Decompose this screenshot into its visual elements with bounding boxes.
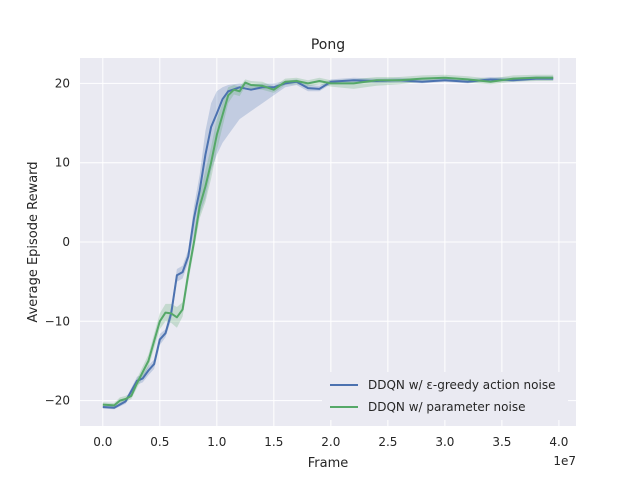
x-tick-label: 2.0 (321, 435, 340, 449)
x-offset-label: 1e7 (553, 454, 576, 468)
y-tick-label: −20 (45, 394, 70, 408)
y-tick-label: 20 (55, 76, 70, 90)
x-tick-label: 0.5 (150, 435, 169, 449)
x-tick-label: 3.0 (435, 435, 454, 449)
y-tick-label: −10 (45, 314, 70, 328)
grid (80, 58, 576, 426)
y-tick-labels: −20 −10 0 10 20 (45, 76, 70, 407)
y-axis-label: Average Episode Reward (26, 161, 41, 322)
x-tick-label: 2.5 (378, 435, 397, 449)
x-axis-label: Frame (308, 456, 349, 471)
series-lines (102, 76, 554, 409)
x-tick-label: 0.0 (93, 435, 112, 449)
y-tick-label: 0 (62, 235, 70, 249)
chart-title: Pong (311, 37, 345, 53)
y-tick-label: 10 (55, 156, 70, 170)
legend-label-action-noise: DDQN w/ ε-greedy action noise (368, 378, 555, 392)
x-tick-label: 4.0 (549, 435, 568, 449)
legend-box (322, 372, 568, 420)
legend: DDQN w/ ε-greedy action noise DDQN w/ pa… (322, 372, 568, 420)
x-tick-labels: 0.0 0.5 1.0 1.5 2.0 2.5 3.0 3.5 4.0 (93, 435, 568, 449)
series-line-1 (102, 76, 554, 407)
x-tick-label: 1.0 (207, 435, 226, 449)
x-tick-label: 1.5 (264, 435, 283, 449)
legend-label-parameter-noise: DDQN w/ parameter noise (368, 400, 525, 414)
confidence-bands (102, 74, 554, 410)
x-tick-label: 3.5 (492, 435, 511, 449)
series-band-1 (102, 74, 554, 408)
series-line-0 (102, 77, 554, 409)
